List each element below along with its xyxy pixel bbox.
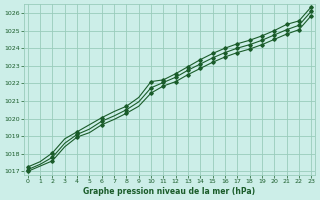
X-axis label: Graphe pression niveau de la mer (hPa): Graphe pression niveau de la mer (hPa): [84, 187, 256, 196]
